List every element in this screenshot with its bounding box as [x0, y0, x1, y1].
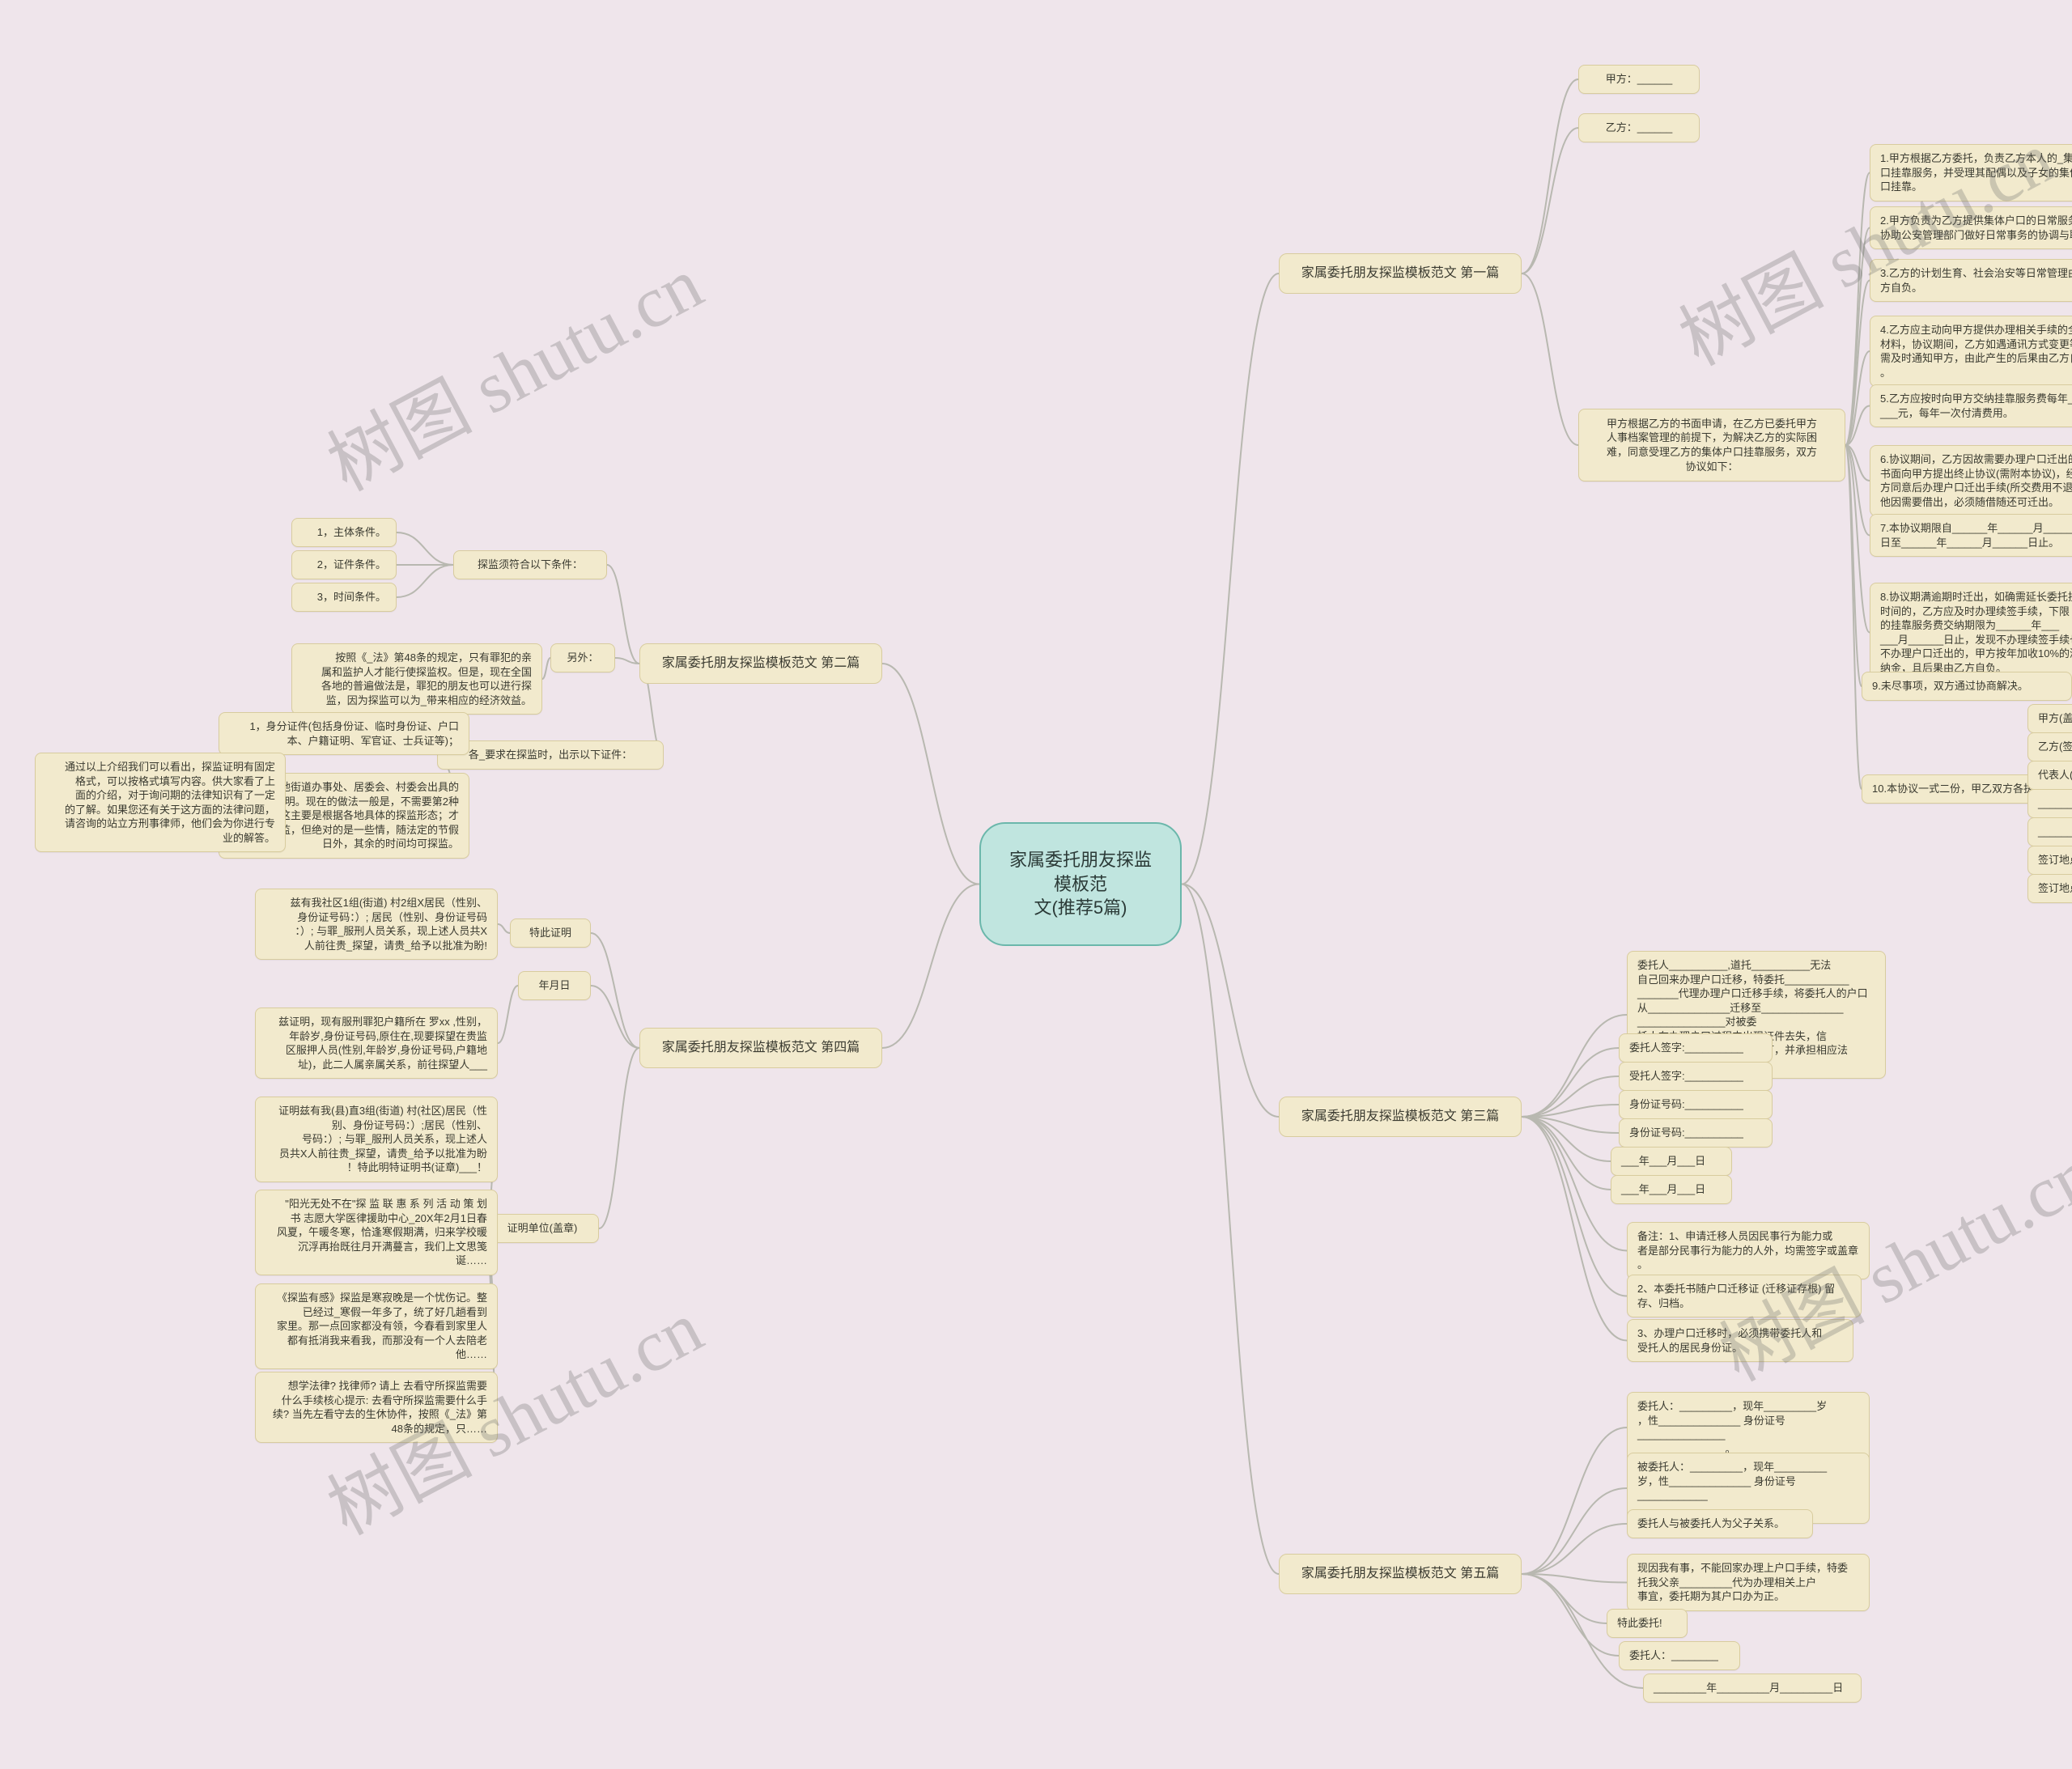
l5_7: _________年_________月_________日 [1643, 1674, 1862, 1703]
l_10_6: 签订地点：______ [2027, 846, 2072, 875]
connector [1845, 173, 1870, 446]
connector [1522, 1117, 1627, 1296]
l3_4: 身份证号码:__________ [1619, 1090, 1773, 1119]
l_s1c_1: 1.甲方根据乙方委托，负责乙方本人的_集体户口挂靠服务，并受理其配偶以及子女的集… [1870, 144, 2072, 202]
s2a: 探监须符合以下条件： [453, 550, 607, 579]
connector [1522, 1488, 1627, 1574]
connector [1522, 1574, 1627, 1583]
connector [1845, 445, 1862, 789]
l3_3: 受托人签字:__________ [1619, 1062, 1773, 1091]
connector [1522, 1117, 1611, 1161]
l5_4: 现因我有事，不能回家办理上户口手续，特委托我父亲_________代为办理相关上… [1627, 1554, 1870, 1611]
l2b_1: 按照《_法》第48条的规定，只有罪犯的亲属和监护人才能行使探监权。但是，现在全国… [291, 643, 542, 715]
root: 家属委托朋友探监模板范文(推荐5篇) [979, 822, 1182, 946]
l4c_2: "阳光无处不在"探 监 联 惠 系 列 活 动 策 划书 志愿大学医律援助中心_… [255, 1190, 498, 1275]
l_s1c_7: 7.本协议期限自______年______月______日至______年___… [1870, 514, 2072, 557]
connector [1845, 445, 1870, 633]
connector [1845, 228, 1870, 446]
l_s1c_5: 5.乙方应按时向甲方交纳挂靠服务费每年______元，每年一次付清费用。 [1870, 384, 2072, 427]
connector [397, 565, 453, 597]
watermark: 树图 shutu.cn [307, 226, 717, 511]
l_s1c_8: 8.协议期满逾期时迁出，如确需延长委托挂靠时间的，乙方应及时办理续签手续，下限的… [1870, 583, 2072, 682]
connector [599, 1048, 639, 1228]
connector [1845, 445, 1862, 686]
l4a_1: 兹有我社区1组(街道) 村2组X居民（性别、身份证号码：）; 居民（性别、身份证… [255, 889, 498, 960]
l2a_1: 1，主体条件。 [291, 518, 397, 547]
connector [1522, 1015, 1627, 1117]
l_s1c_4: 4.乙方应主动向甲方提供办理相关手续的全部材料，协议期间，乙方如遇通讯方式变更等… [1870, 316, 2072, 387]
l3_7: ___年___月___日 [1611, 1175, 1732, 1204]
s4a: 特此证明 [510, 918, 591, 948]
l3_6: ___年___月___日 [1611, 1147, 1732, 1176]
s1c: 甲方根据乙方的书面申请，在乙方已委托甲方人事档案管理的前提下，为解决乙方的实际困… [1578, 409, 1845, 481]
connector [542, 658, 550, 679]
l3_5: 身份证号码:__________ [1619, 1118, 1773, 1148]
connector [1182, 274, 1279, 884]
l3_8: 备注：1、申请迁移人员因民事行为能力或者是部分民事行为能力的人外，均需签字或盖章… [1627, 1222, 1870, 1279]
connector [615, 658, 639, 664]
l_10_1: 甲方(盖章)：______ [2027, 704, 2072, 733]
connector [1522, 1428, 1627, 1574]
connector [1522, 274, 1578, 445]
s2c: 各_要求在探监时，出示以下证件： [437, 740, 664, 770]
connector [1182, 884, 1279, 1575]
connector [1522, 1524, 1627, 1574]
connector [1522, 1048, 1619, 1117]
connector [1522, 1117, 1619, 1133]
b2: 家属委托朋友探监模板范文 第二篇 [639, 643, 882, 684]
connector [397, 532, 453, 565]
connector [1522, 1105, 1619, 1117]
l2_extra: 通过以上介绍我们可以看出，探监证明有固定格式，可以按格式填写内容。供大家看了上面… [35, 753, 286, 852]
l2a_2: 2，证件条件。 [291, 550, 397, 579]
l_10_2: 乙方(签字)：______ [2027, 732, 2072, 761]
s2b: 另外： [550, 643, 615, 672]
l5_5: 特此委托! [1607, 1609, 1688, 1638]
l4b_1: 兹证明，现有服刑罪犯户籍所在 罗xx ,性别，年龄岁,身份证号码,原住在,现要探… [255, 1008, 498, 1079]
l3_2: 委托人签字:__________ [1619, 1033, 1773, 1063]
connector [1845, 406, 1870, 446]
connector [882, 664, 979, 884]
connector [498, 986, 518, 1043]
connector [1522, 1076, 1619, 1117]
l3_9: 2、本委托书随户口迁移证 (迁移证存根) 留存、归档。 [1627, 1275, 1862, 1317]
b1: 家属委托朋友探监模板范文 第一篇 [1279, 253, 1522, 294]
connector [498, 924, 510, 933]
s4b: 年月日 [518, 971, 591, 1000]
l4c_3: 《探监有感》探监是寒寂晚是一个忧伤记。整已经过_寒假一年多了，统了好几趟看到家里… [255, 1283, 498, 1369]
connector [591, 933, 639, 1048]
connector [1845, 445, 1870, 481]
l4c_4: 想学法律? 找律师? 请上 去看守所探监需要什么手续核心提示: 去看守所探监需要… [255, 1372, 498, 1443]
l_s1c_3: 3.乙方的计划生育、社会治安等日常管理由乙方自负。 [1870, 259, 2072, 302]
s4c: 证明单位(盖章) [486, 1214, 599, 1243]
connector [1522, 1574, 1619, 1656]
l5_6: 委托人：________ [1619, 1641, 1740, 1670]
connector [1522, 1574, 1607, 1623]
connector [1845, 281, 1870, 446]
l_s1c_9: 9.未尽事项，双方通过协商解决。 [1862, 672, 2072, 701]
connector [1522, 79, 1578, 274]
b3: 家属委托朋友探监模板范文 第三篇 [1279, 1097, 1522, 1137]
connector [1845, 445, 1870, 536]
l3_10: 3、办理户口迁移时，必须携带委托人和受托人的居民身份证。 [1627, 1319, 1853, 1362]
connector [882, 884, 979, 1049]
l4c_1: 证明兹有我(县)直3组(街道) 村(社区)居民（性别、身份证号码：）;居民（性别… [255, 1097, 498, 1182]
l2a_3: 3，时间条件。 [291, 583, 397, 612]
b5: 家属委托朋友探监模板范文 第五篇 [1279, 1554, 1522, 1594]
l_s1c_6: 6.协议期间，乙方因故需要办理户口迁出的，可书面向甲方提出终止协议(需附本协议)… [1870, 445, 2072, 516]
l_10_5: ______年___月___日 [2027, 817, 2072, 846]
b4: 家属委托朋友探监模板范文 第四篇 [639, 1028, 882, 1068]
connector [591, 986, 639, 1048]
l_10_3: 代表人(签字)：______ [2027, 761, 2072, 790]
connector [1522, 128, 1578, 274]
connector [1522, 1117, 1611, 1190]
l_10_7: 签订地点：______ [2027, 874, 2072, 903]
l_10_4: ______年___月___日 [2027, 789, 2072, 818]
l2c_1: 1，身分证件(包括身份证、临时身份证、户口本、户籍证明、军官证、士兵证等)； [219, 712, 469, 755]
l_s1c_2: 2.甲方负责为乙方提供集体户口的日常服务，协助公安管理部门做好日常事务的协调与联… [1870, 206, 2072, 249]
connector [1182, 884, 1279, 1118]
l5_3: 委托人与被委托人为父子关系。 [1627, 1509, 1813, 1538]
connector [1845, 351, 1870, 445]
s1b: 乙方：______ [1578, 113, 1700, 142]
s1a: 甲方：______ [1578, 65, 1700, 94]
